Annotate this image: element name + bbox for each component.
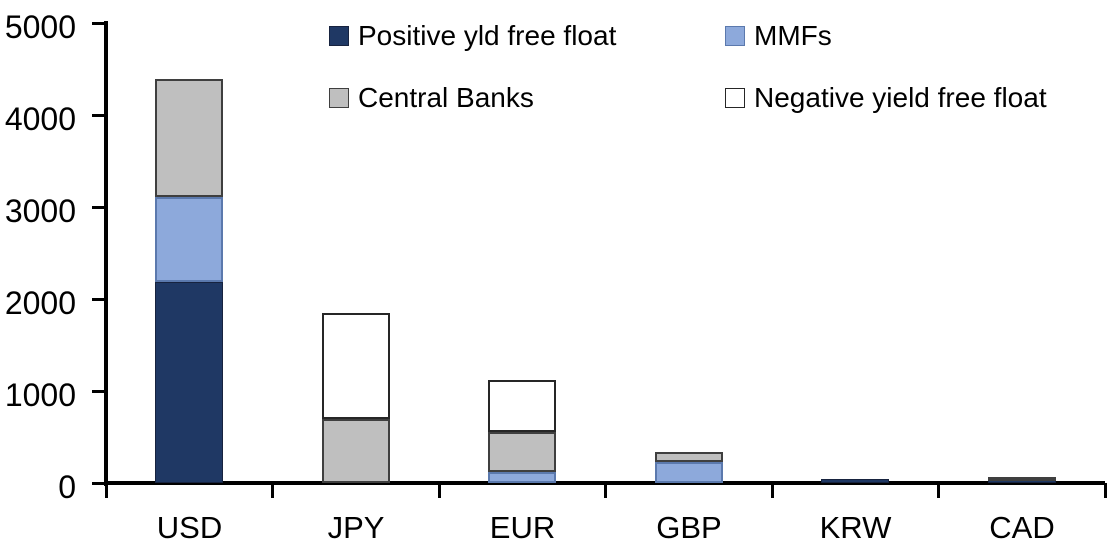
- legend-label-mmfs: MMFs: [754, 20, 832, 51]
- bar-segment-cad-central-banks: [987, 476, 1056, 481]
- y-tick-label: 1000: [4, 377, 76, 413]
- legend-item-positive-yld-free-float: Positive yld free float: [329, 22, 616, 50]
- x-tick-mark: [770, 483, 774, 498]
- legend-swatch-negative-yield-free-float-icon: [725, 88, 745, 108]
- x-category-label-gbp: GBP: [656, 510, 722, 545]
- legend-label-positive-yld-free-float: Positive yld free float: [358, 20, 617, 51]
- y-tick-label: 4000: [4, 101, 76, 137]
- bar-segment-jpy-negative-yield-free-float: [321, 312, 390, 419]
- x-category-label-cad: CAD: [989, 510, 1055, 545]
- y-tick-mark: [92, 481, 106, 485]
- bar-segment-eur-central-banks: [488, 432, 557, 472]
- legend-swatch-positive-yld-free-float-icon: [329, 26, 349, 46]
- y-axis: [104, 21, 108, 486]
- y-tick-mark: [92, 113, 106, 117]
- bar-segment-gbp-central-banks: [654, 451, 723, 462]
- x-category-label-krw: KRW: [819, 510, 892, 545]
- legend-swatch-mmfs-icon: [725, 26, 745, 46]
- y-tick-label: 0: [58, 469, 76, 505]
- x-category-label-jpy: JPY: [327, 510, 385, 545]
- legend-item-central-banks: Central Banks: [329, 84, 534, 112]
- bar-segment-jpy-central-banks: [321, 418, 390, 483]
- y-tick-mark: [92, 389, 106, 393]
- legend-label-central-banks: Central Banks: [358, 82, 534, 113]
- y-tick-mark: [92, 297, 106, 301]
- legend-item-negative-yield-free-float: Negative yield free float: [725, 84, 1047, 112]
- x-category-label-eur: EUR: [489, 510, 556, 545]
- x-tick-mark: [104, 483, 108, 498]
- y-tick-mark: [92, 21, 106, 25]
- bar-segment-gbp-mmfs: [654, 461, 723, 483]
- bar-segment-usd-mmfs: [155, 196, 224, 283]
- legend-label-negative-yield-free-float: Negative yield free float: [754, 82, 1047, 113]
- x-tick-mark: [937, 483, 940, 498]
- x-tick-mark: [437, 483, 441, 498]
- bar-segment-usd-positive-yld-free-float: [155, 282, 224, 483]
- y-tick-label: 5000: [4, 9, 76, 45]
- x-tick-mark: [604, 483, 607, 498]
- x-category-label-usd: USD: [156, 510, 223, 545]
- legend-item-mmfs: MMFs: [725, 22, 832, 50]
- bar-segment-usd-central-banks: [155, 79, 224, 197]
- legend-swatch-central-banks-icon: [329, 88, 349, 108]
- x-tick-mark: [1103, 483, 1107, 498]
- y-tick-mark: [92, 205, 106, 209]
- x-tick-mark: [271, 483, 274, 498]
- bar-segment-krw-positive-yld-free-float: [821, 478, 890, 483]
- y-tick-label: 3000: [4, 193, 76, 229]
- bar-segment-eur-mmfs: [488, 471, 557, 483]
- y-tick-label: 2000: [4, 285, 76, 321]
- bar-segment-eur-negative-yield-free-float: [488, 379, 557, 433]
